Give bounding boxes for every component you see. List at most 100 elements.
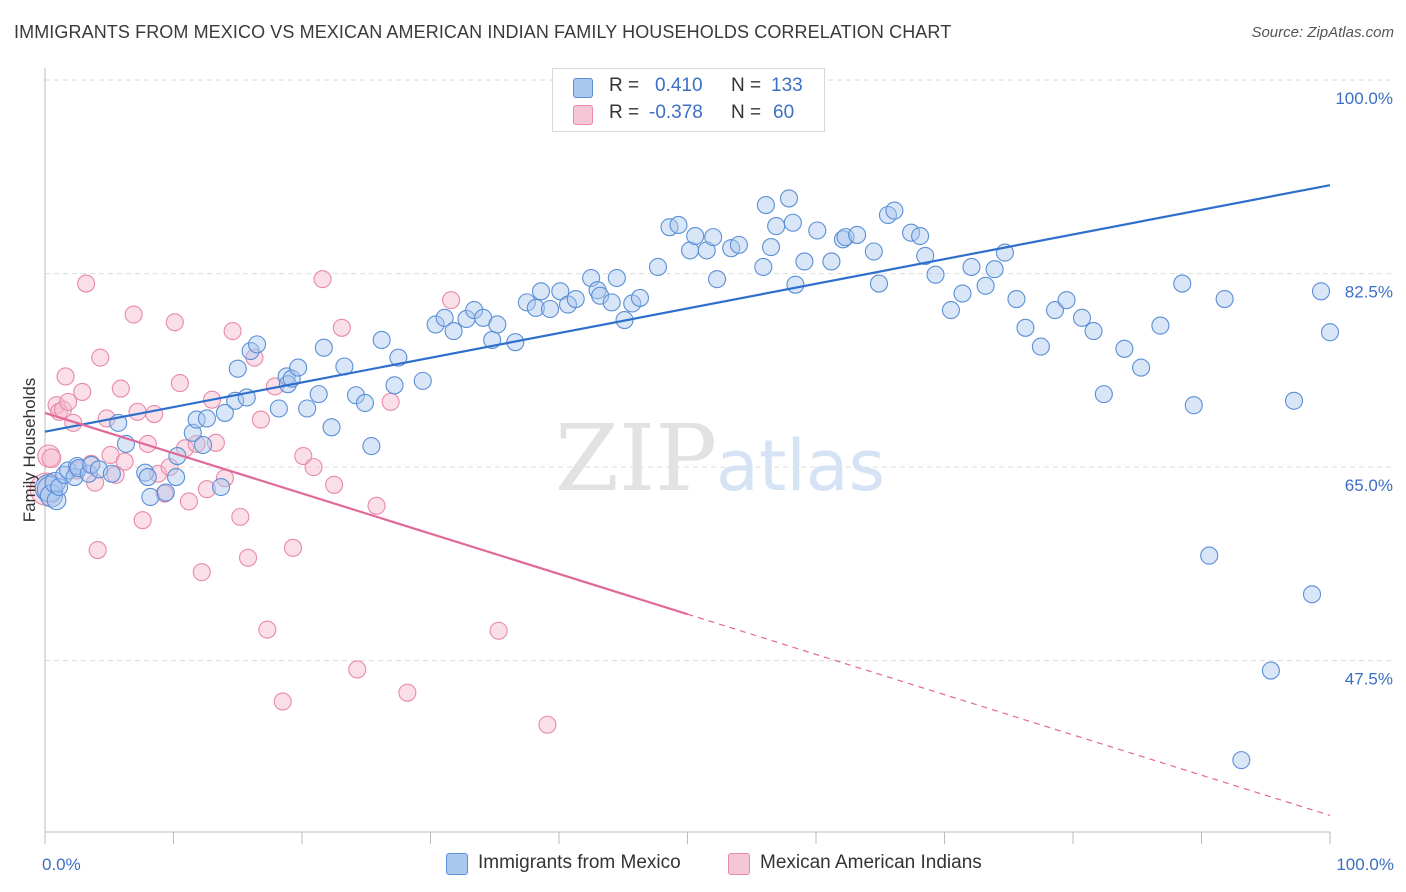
x-tick-label-1: 100.0% — [1336, 855, 1394, 874]
blue-point-130 — [1302, 585, 1322, 604]
pink-point-26 — [149, 464, 168, 483]
pink-point-20 — [115, 452, 134, 471]
blue-point-123 — [1173, 274, 1192, 293]
blue-point-110 — [985, 260, 1004, 279]
blue-point-19 — [141, 487, 160, 507]
blue-point-117 — [1072, 308, 1092, 327]
blue-point-18 — [138, 468, 157, 487]
y-tick-label-0: 100.0% — [1335, 89, 1393, 108]
blue-point-124 — [1184, 396, 1203, 415]
blue-point-53 — [444, 322, 463, 341]
blue-point-105 — [926, 265, 945, 284]
blue-point-82 — [708, 270, 727, 289]
blue-point-46 — [362, 437, 381, 456]
blue-point-47 — [372, 330, 391, 350]
blue-point-62 — [531, 282, 551, 301]
blue-point-75 — [648, 257, 667, 277]
blue-point-28 — [215, 403, 234, 422]
pink-point-7 — [59, 392, 78, 411]
x-tick-label-0: 0.0% — [42, 855, 81, 874]
blue-point-86 — [756, 196, 775, 215]
blue-point-84 — [729, 235, 748, 254]
legend-r-value-1: 0.410 — [655, 75, 703, 96]
blue-point-41 — [314, 338, 333, 357]
blue-point-101 — [885, 201, 904, 220]
legend-n-label-1: N = — [731, 75, 762, 96]
pink-point-32 — [179, 492, 198, 511]
legend-swatch-pink — [573, 105, 593, 125]
pink-point-57 — [442, 291, 461, 310]
pink-point-51 — [325, 475, 344, 494]
stats-legend: R = 0.410 N = 133 R = -0.378 N = 60 — [552, 68, 825, 132]
legend-n-value-2: 60 — [773, 102, 795, 123]
blue-point-77 — [669, 215, 688, 235]
source-credit: Source: ZipAtlas.com — [1251, 24, 1394, 41]
watermark-atlas: atlas — [716, 425, 885, 507]
bottom-legend-swatch-pink — [728, 853, 750, 875]
y-axis-label: Family Households — [20, 377, 39, 523]
pink-point-6 — [56, 367, 75, 386]
blue-point-107 — [953, 284, 972, 303]
pink-point-2 — [41, 448, 62, 469]
blue-point-25 — [194, 435, 213, 455]
blue-point-49 — [389, 348, 408, 367]
blue-point-128 — [1261, 661, 1280, 680]
pink-point-53 — [348, 660, 367, 679]
blue-point-69 — [591, 286, 610, 305]
pink-point-34 — [192, 563, 211, 582]
blue-point-120 — [1115, 339, 1134, 358]
bottom-legend-label-2: Mexican American Indians — [760, 852, 982, 873]
pink-point-43 — [251, 410, 270, 429]
blue-point-99 — [869, 274, 889, 293]
blue-point-74 — [630, 288, 650, 307]
y-tick-label-1: 82.5% — [1345, 283, 1393, 302]
blue-point-96 — [836, 228, 855, 247]
legend-swatch-blue — [573, 78, 593, 98]
pink-point-58 — [489, 621, 508, 640]
pink-point-29 — [165, 313, 184, 332]
blue-point-115 — [1045, 301, 1065, 320]
blue-point-132 — [1320, 323, 1340, 342]
blue-point-116 — [1057, 291, 1076, 310]
pink-point-19 — [111, 379, 130, 398]
legend-n-value-1: 133 — [771, 75, 803, 96]
y-tick-label-2: 65.0% — [1345, 476, 1393, 495]
blue-point-97 — [848, 225, 867, 244]
pink-point-39 — [223, 322, 242, 341]
legend-r-value-2: -0.378 — [649, 102, 703, 123]
blue-point-26 — [197, 409, 216, 428]
blue-point-90 — [783, 213, 802, 232]
blue-point-42 — [322, 418, 341, 437]
pink-point-52 — [332, 318, 351, 337]
chart-title: IMMIGRANTS FROM MEXICO VS MEXICAN AMERIC… — [14, 22, 952, 42]
blue-point-39 — [298, 399, 317, 418]
blue-point-121 — [1132, 358, 1151, 377]
pink-point-54 — [367, 496, 386, 515]
blue-point-21 — [167, 468, 186, 487]
blue-point-20 — [156, 483, 175, 502]
watermark-zip: ZIP — [555, 405, 717, 512]
pink-point-35 — [197, 480, 216, 499]
blue-point-34 — [269, 399, 288, 418]
blue-point-114 — [1031, 337, 1050, 356]
blue-point-95 — [833, 230, 853, 249]
blue-point-79 — [686, 226, 705, 246]
blue-point-71 — [607, 268, 626, 288]
blue-point-32 — [241, 341, 260, 361]
legend-n-label-2: N = — [731, 102, 762, 123]
pink-point-40 — [231, 507, 250, 526]
trendline-blue — [44, 184, 1331, 433]
pink-point-21 — [124, 305, 143, 324]
blue-point-98 — [864, 242, 883, 261]
bottom-legend-label-1: Immigrants from Mexico — [478, 852, 681, 873]
blue-point-64 — [551, 282, 570, 301]
pink-point-10 — [73, 382, 92, 401]
blue-point-50 — [413, 371, 432, 390]
blue-point-103 — [911, 226, 930, 246]
blue-point-14 — [102, 464, 121, 483]
pink-point-15 — [91, 348, 110, 367]
blue-point-52 — [435, 308, 454, 327]
blue-point-45 — [355, 393, 375, 413]
blue-point-88 — [767, 217, 786, 236]
